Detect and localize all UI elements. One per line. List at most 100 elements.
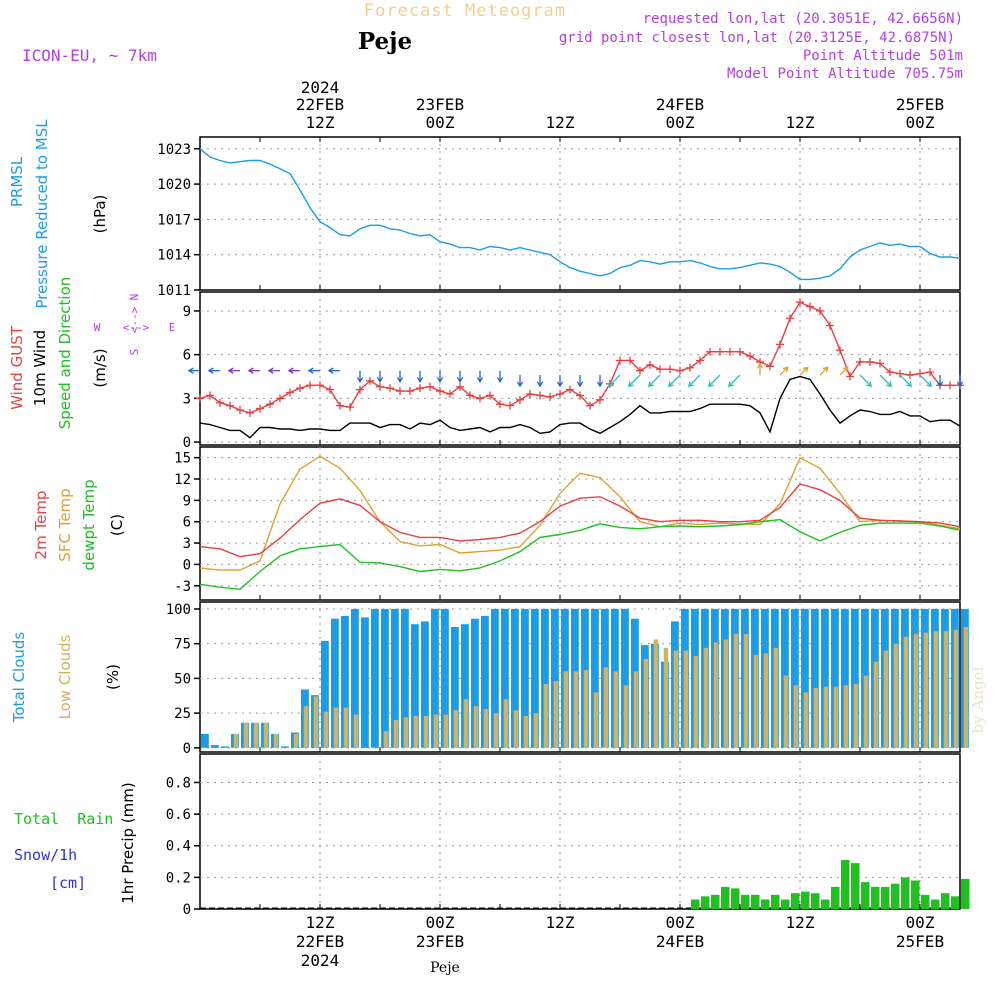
low-cloud-bar (543, 683, 548, 748)
y-tick-label: 1020 (157, 177, 191, 193)
low-cloud-bar (493, 713, 498, 748)
low-cloud-bar (583, 670, 588, 748)
gust-marker (916, 369, 924, 378)
total-cloud-bar (541, 608, 549, 748)
rain-bar (751, 894, 760, 909)
wind-arrow-head (436, 377, 444, 383)
top-axis-hour: 00Z (666, 113, 695, 132)
gust-marker (616, 356, 624, 365)
compass-rose: <--> W E N <--> S (94, 294, 176, 356)
compass-east: E (169, 321, 176, 334)
rain-bar (791, 893, 800, 909)
dewpt-line (199, 518, 961, 591)
temp-unit: (C) (108, 514, 126, 536)
gust-marker (416, 384, 424, 393)
precip-labels: Total Rain Snow/1h [cm] 1hr Precip (mm) (14, 782, 137, 903)
wind-speed-line (199, 375, 961, 439)
wind-arrow-head (576, 381, 584, 388)
gust-marker (516, 395, 524, 404)
pressure-panel: 1011 1014 1017 1020 1023 (157, 136, 961, 299)
rain-bar (711, 894, 720, 909)
total-cloud-bar (791, 608, 799, 748)
gust-marker (686, 363, 694, 372)
compass-vertical-arrows: <--> (128, 306, 141, 333)
bottom-axis-hour: 12Z (546, 913, 575, 932)
y-tick-label: 1014 (157, 248, 191, 264)
y-tick-label: 9 (183, 304, 191, 320)
wind-arrow-head (886, 381, 893, 388)
gust-marker (876, 359, 884, 368)
wind-arrow (728, 374, 741, 387)
gust-marker (506, 401, 514, 410)
low-cloud-bar (933, 631, 938, 748)
bottom-axis-hour: 00Z (666, 913, 695, 932)
y-tick-label: 100 (166, 602, 191, 618)
total-cloud-bar (201, 733, 209, 748)
low-cloud-bar (563, 671, 568, 748)
gust-marker (406, 387, 414, 396)
gust-marker (436, 387, 444, 396)
pressure-line (199, 148, 961, 281)
low-cloud-bar (863, 675, 868, 748)
total-cloud-bar (831, 608, 839, 748)
low-cloud-bar (903, 636, 908, 748)
model-point-altitude: Model Point Altitude 705.75m (727, 66, 963, 82)
wind-arrow-head (822, 366, 829, 373)
low-cloud-bar (833, 686, 838, 748)
low-cloud-bar (873, 661, 878, 748)
wind-arrow (799, 366, 809, 376)
low-clouds-label: Low Clouds (56, 634, 74, 719)
low-cloud-bar (763, 653, 768, 748)
low-cloud-bar (943, 631, 948, 748)
rain-bar (911, 880, 920, 909)
low-cloud-bar (253, 722, 258, 748)
low-cloud-bar (733, 633, 738, 748)
total-cloud-bar (401, 608, 409, 748)
gust-marker (486, 391, 494, 400)
total-cloud-bar (451, 627, 459, 748)
low-cloud-bar (703, 647, 708, 748)
wind-arrow-head (627, 381, 634, 388)
wind-arrow-head (327, 367, 334, 374)
rain-bar (901, 877, 910, 909)
y-tick-label: -3 (174, 579, 191, 595)
low-cloud-bar (463, 699, 468, 748)
wind-arrow-head (287, 367, 294, 374)
low-cloud-bar (893, 643, 898, 748)
low-cloud-bar (643, 658, 648, 748)
total-cloud-bar (221, 746, 229, 748)
clouds-panel: 0 25 50 75 100 (166, 601, 969, 757)
gust-marker (456, 382, 464, 391)
low-cloud-bar (653, 639, 658, 748)
y-tick-label: 0 (183, 741, 191, 757)
low-cloud-bar (443, 714, 448, 748)
wind-arrow (839, 366, 849, 376)
wind-arrow-head (782, 366, 789, 373)
wind-direction-label: Speed and Direction (56, 277, 74, 430)
gust-marker (236, 406, 244, 415)
low-cloud-bar (913, 633, 918, 748)
gust-marker (366, 376, 374, 385)
precip-frame (199, 753, 961, 910)
total-cloud-bar (381, 608, 389, 748)
low-cloud-bar (663, 647, 668, 748)
low-cloud-bar (533, 713, 538, 748)
y-tick-label: 25 (174, 706, 191, 722)
total-cloud-bar (351, 608, 359, 748)
gust-marker (806, 302, 814, 311)
y-tick-label: 0.6 (166, 807, 191, 823)
gust-marker (326, 385, 334, 394)
low-cloud-bar (423, 715, 428, 748)
requested-coords: requested lon,lat (20.3051E, 42.6656N) (643, 11, 963, 27)
wind-arrow-head (536, 381, 544, 388)
gust-marker (676, 366, 684, 375)
rain-bar (701, 896, 710, 909)
low-cloud-bar (523, 715, 528, 748)
total-cloud-bar (851, 608, 859, 748)
pressure-msl-label: Pressure Reduced to MSL (33, 119, 51, 309)
total-rain-label: Total Rain (14, 810, 113, 828)
low-cloud-bar (233, 733, 238, 748)
wind-arrow-head (516, 381, 524, 388)
low-cloud-bar (483, 708, 488, 748)
rain-bar (781, 899, 790, 909)
